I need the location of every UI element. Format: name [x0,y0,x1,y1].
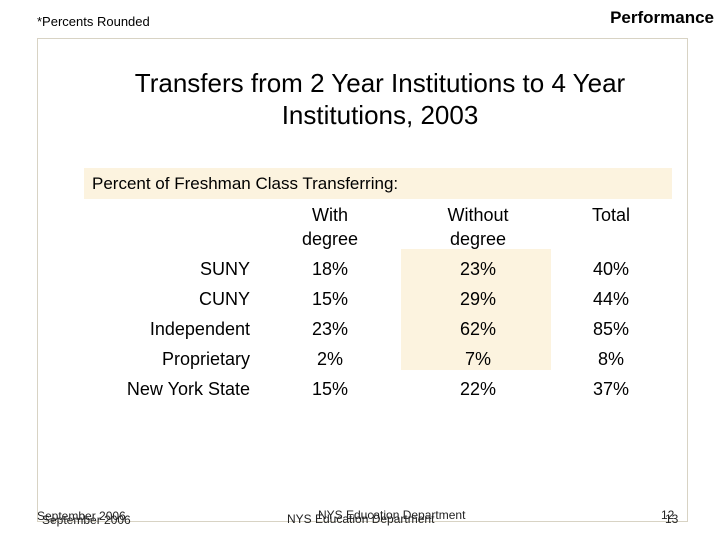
cell-without-degree: 62% [459,319,497,339]
column-header-line: degree [301,229,359,249]
footer-date: September 2006 [37,509,126,523]
row-label: Proprietary [161,349,250,369]
column-header-with-degree: With degree [280,203,380,251]
table-row: Independent 23% 62% 85% [0,314,720,344]
footer-organization: NYS Education Department [318,508,466,522]
footer-page-number: 13 [665,512,679,526]
row-label: CUNY [198,289,250,309]
cell-total: 37% [592,379,630,399]
rounding-note: *Percents Rounded [37,14,150,29]
cell-total: 8% [597,349,624,369]
cell-with-degree: 15% [311,379,349,399]
column-header-line: Without [447,205,509,225]
table-row: New York State 15% 22% 37% [0,374,720,404]
column-header-line: With [312,205,348,225]
table-row: SUNY 18% 23% 40% [0,254,720,284]
cell-total: 44% [592,289,630,309]
cell-without-degree: 7% [464,349,491,369]
subheading: Percent of Freshman Class Transferring: [92,174,399,193]
footer-page-number: 12 [661,508,675,522]
cell-without-degree: 22% [459,379,497,399]
cell-total: 40% [592,259,630,279]
row-label: New York State [126,379,250,399]
row-label: Independent [149,319,250,339]
column-header-total: Total [561,203,661,227]
column-highlight [401,249,551,370]
slide-frame [37,38,688,522]
table-row: Proprietary 2% 7% 8% [0,344,720,374]
cell-with-degree: 18% [311,259,349,279]
footer-organization: NYS Education Department [287,512,435,526]
cell-with-degree: 23% [311,319,349,339]
slide-title: Transfers from 2 Year Institutions to 4 … [100,67,660,131]
column-header-line: Total [591,205,631,225]
column-header-without-degree: Without degree [428,203,528,251]
cell-with-degree: 15% [311,289,349,309]
row-label: SUNY [199,259,250,279]
slide-title-line-2: Institutions, 2003 [281,100,479,130]
slide-title-line-1: Transfers from 2 Year Institutions to 4 … [134,68,626,98]
subheading-bar: Percent of Freshman Class Transferring: [84,168,672,199]
footer-date: September 2006 [42,513,131,527]
column-header-line: degree [449,229,507,249]
section-title: Performance [610,8,714,27]
cell-with-degree: 2% [316,349,343,369]
cell-without-degree: 23% [459,259,497,279]
cell-without-degree: 29% [459,289,497,309]
table-row: CUNY 15% 29% 44% [0,284,720,314]
cell-total: 85% [592,319,630,339]
